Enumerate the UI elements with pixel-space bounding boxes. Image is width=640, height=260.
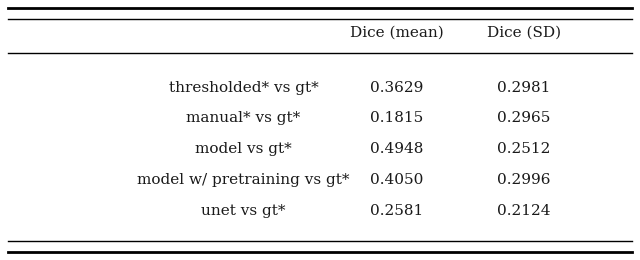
Text: model w/ pretraining vs gt*: model w/ pretraining vs gt* (138, 173, 350, 187)
Text: 0.2512: 0.2512 (497, 142, 550, 156)
Text: 0.2124: 0.2124 (497, 204, 550, 218)
Text: 0.3629: 0.3629 (370, 81, 423, 95)
Text: unet vs gt*: unet vs gt* (202, 204, 286, 218)
Text: 0.2965: 0.2965 (497, 112, 550, 125)
Text: 0.2581: 0.2581 (370, 204, 423, 218)
Text: 0.1815: 0.1815 (370, 112, 423, 125)
Text: Dice (SD): Dice (SD) (487, 25, 561, 39)
Text: 0.2981: 0.2981 (497, 81, 550, 95)
Text: thresholded* vs gt*: thresholded* vs gt* (169, 81, 319, 95)
Text: Dice (mean): Dice (mean) (349, 25, 444, 39)
Text: 0.4948: 0.4948 (370, 142, 423, 156)
Text: 0.2996: 0.2996 (497, 173, 550, 187)
Text: model vs gt*: model vs gt* (195, 142, 292, 156)
Text: manual* vs gt*: manual* vs gt* (186, 112, 301, 125)
Text: 0.4050: 0.4050 (370, 173, 423, 187)
